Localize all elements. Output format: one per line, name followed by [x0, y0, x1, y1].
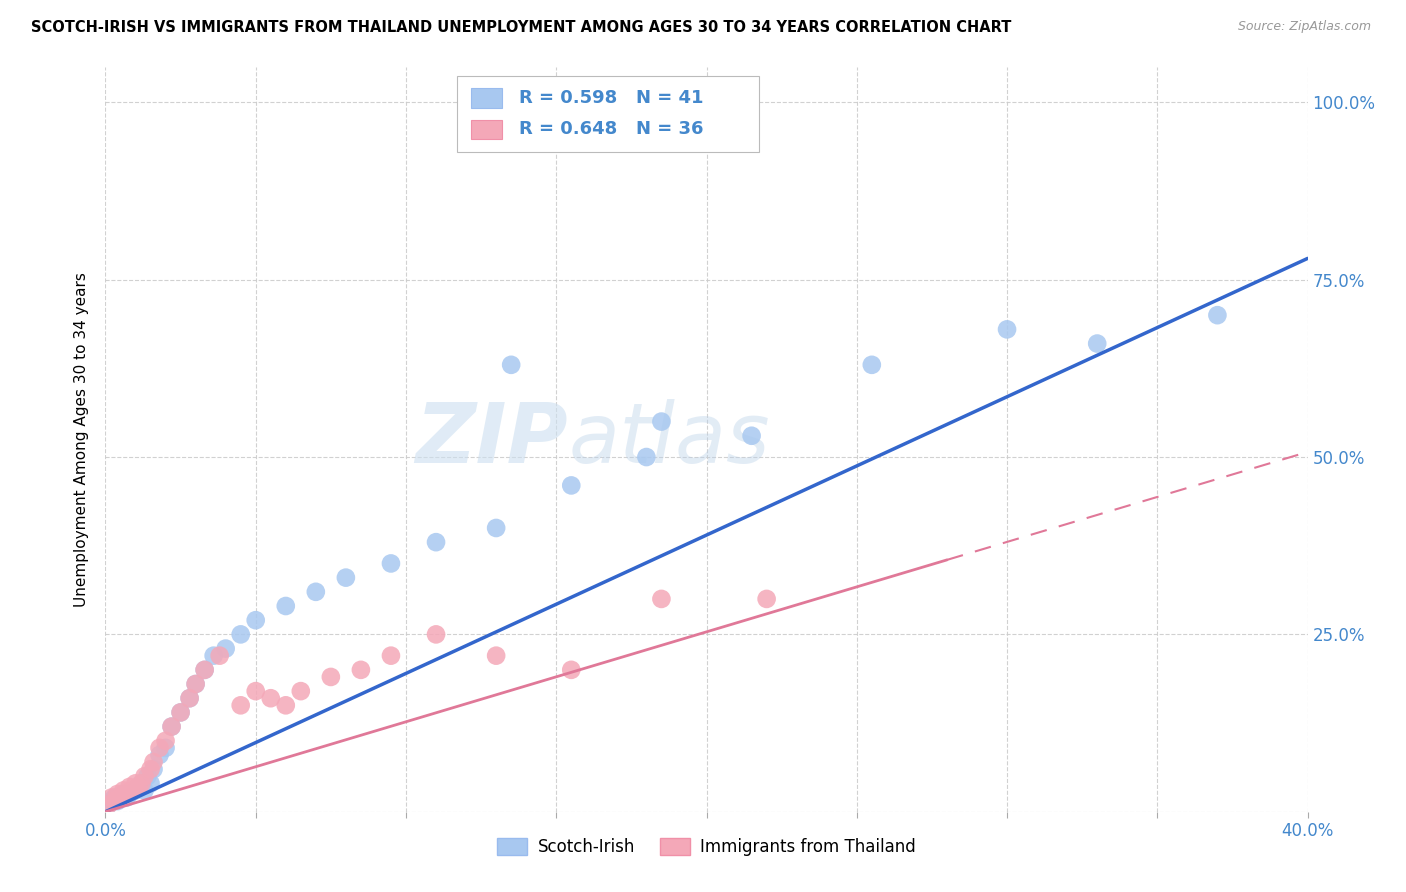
Point: [860, 358, 883, 372]
Point: [100, 794, 122, 808]
Point: [118, 780, 141, 794]
Point: [380, 648, 402, 663]
Point: [131, 776, 153, 790]
Point: [107, 787, 129, 801]
Point: [179, 691, 201, 706]
Point: [202, 648, 225, 663]
Point: [274, 599, 297, 613]
Point: [121, 783, 143, 797]
Text: R = 0.598   N = 41: R = 0.598 N = 41: [519, 89, 703, 107]
Point: [245, 684, 267, 698]
Point: [124, 776, 146, 790]
Point: [229, 698, 252, 713]
Point: [148, 747, 170, 762]
Point: [103, 790, 125, 805]
Point: [1206, 308, 1229, 322]
Point: [128, 780, 150, 794]
Point: [142, 762, 165, 776]
Text: atlas: atlas: [568, 399, 770, 480]
Point: [118, 787, 141, 801]
Point: [560, 663, 582, 677]
Point: [131, 776, 153, 790]
Text: Source: ZipAtlas.com: Source: ZipAtlas.com: [1237, 20, 1371, 33]
Point: [305, 584, 328, 599]
Point: [169, 706, 191, 720]
Point: [110, 790, 132, 805]
Legend: Scotch-Irish, Immigrants from Thailand: Scotch-Irish, Immigrants from Thailand: [491, 831, 922, 863]
Text: SCOTCH-IRISH VS IMMIGRANTS FROM THAILAND UNEMPLOYMENT AMONG AGES 30 TO 34 YEARS : SCOTCH-IRISH VS IMMIGRANTS FROM THAILAND…: [31, 20, 1011, 35]
Point: [194, 663, 217, 677]
Point: [115, 790, 138, 805]
Point: [97, 797, 120, 812]
Point: [139, 762, 162, 776]
Point: [245, 613, 267, 627]
Point: [995, 322, 1018, 336]
Point: [169, 706, 191, 720]
Y-axis label: Unemployment Among Ages 30 to 34 years: Unemployment Among Ages 30 to 34 years: [75, 272, 90, 607]
Point: [636, 450, 658, 464]
Point: [214, 641, 236, 656]
Point: [179, 691, 201, 706]
Point: [97, 797, 120, 812]
Point: [112, 783, 135, 797]
Point: [319, 670, 342, 684]
Point: [184, 677, 207, 691]
Point: [148, 740, 170, 755]
Point: [136, 769, 159, 783]
Point: [425, 535, 447, 549]
Point: [155, 740, 177, 755]
Point: [160, 720, 183, 734]
Text: ZIP: ZIP: [416, 399, 568, 480]
Point: [650, 591, 672, 606]
Point: [485, 648, 508, 663]
Point: [260, 691, 283, 706]
Point: [650, 415, 672, 429]
Point: [112, 787, 135, 801]
Point: [139, 776, 162, 790]
Point: [142, 755, 165, 769]
Point: [134, 769, 156, 783]
Point: [208, 648, 231, 663]
Point: [560, 478, 582, 492]
Point: [380, 557, 402, 571]
Point: [229, 627, 252, 641]
Point: [160, 720, 183, 734]
Point: [134, 783, 156, 797]
Point: [501, 358, 523, 372]
Point: [485, 521, 508, 535]
Point: [124, 783, 146, 797]
Point: [107, 794, 129, 808]
Point: [425, 627, 447, 641]
Point: [115, 787, 138, 801]
Point: [194, 663, 217, 677]
Point: [103, 794, 125, 808]
Point: [274, 698, 297, 713]
Point: [1085, 336, 1108, 351]
Point: [755, 591, 778, 606]
Point: [335, 571, 357, 585]
Point: [155, 733, 177, 747]
Text: R = 0.648   N = 36: R = 0.648 N = 36: [519, 120, 703, 138]
Point: [184, 677, 207, 691]
Point: [100, 790, 122, 805]
Point: [350, 663, 373, 677]
Point: [290, 684, 312, 698]
Point: [110, 790, 132, 805]
Point: [128, 780, 150, 794]
Point: [741, 429, 763, 443]
